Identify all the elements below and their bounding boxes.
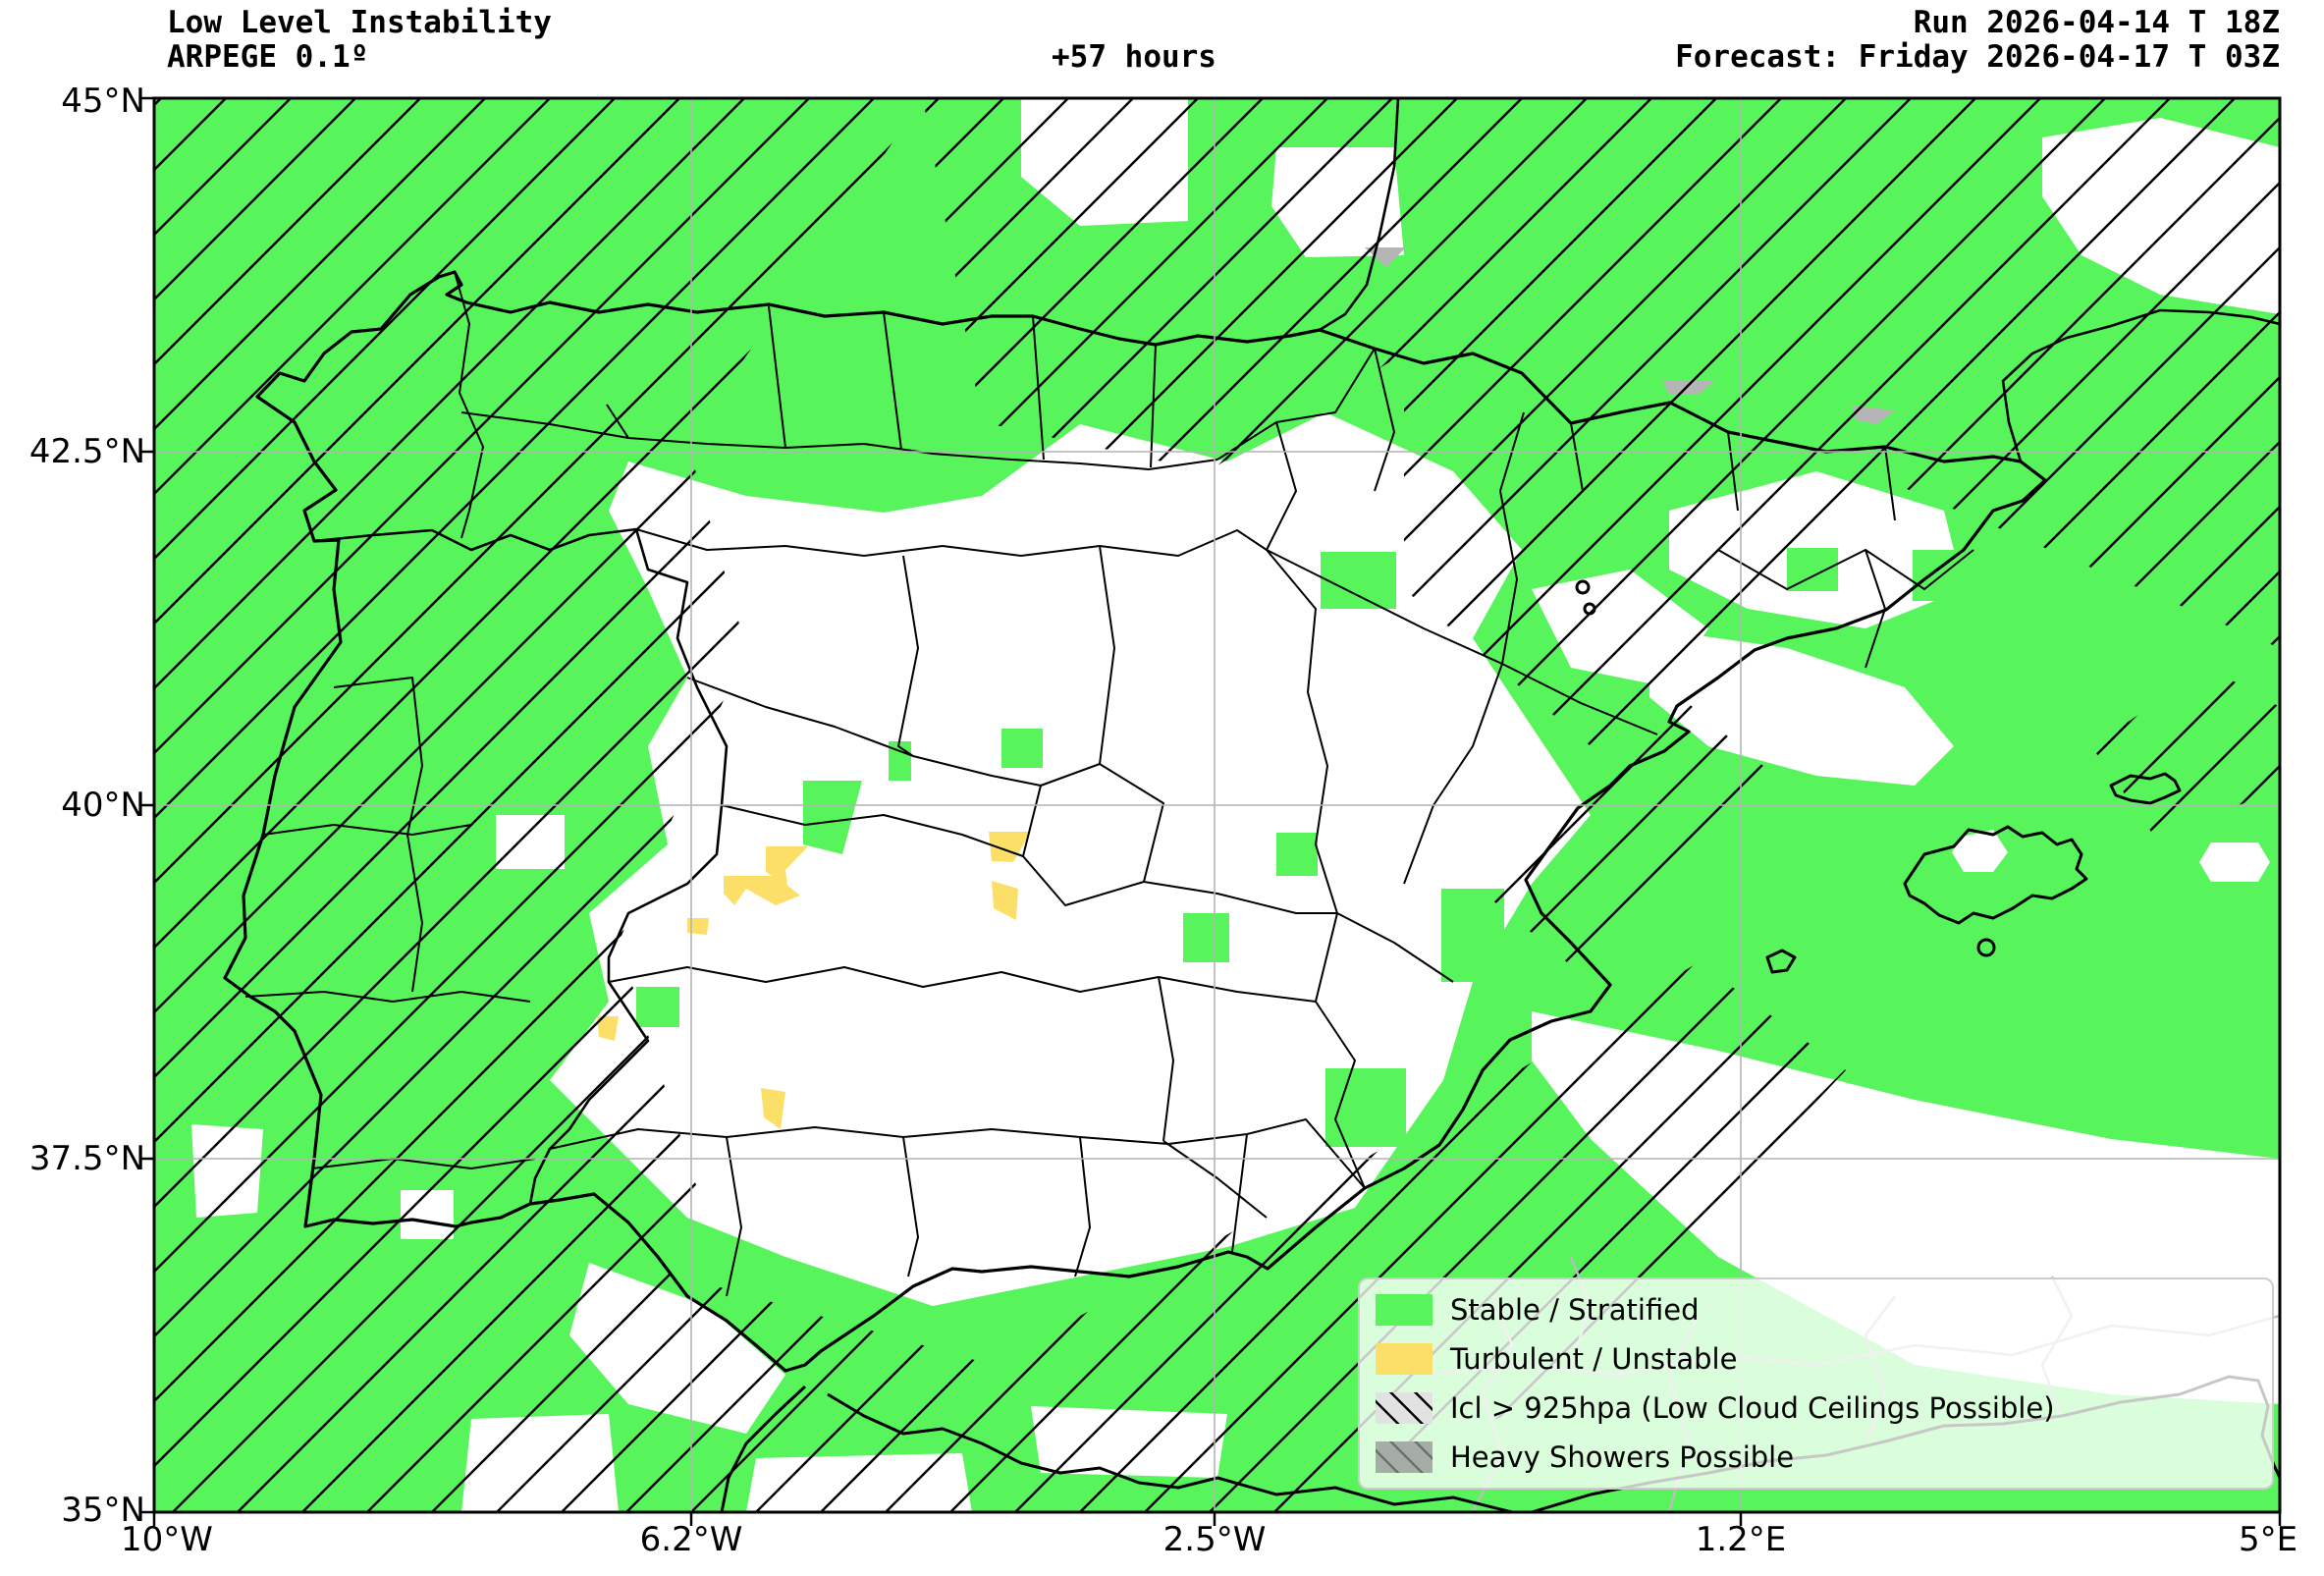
turbulent-swatch — [1376, 1343, 1432, 1375]
heavy-showers-swatch — [1376, 1441, 1432, 1473]
map-title: Low Level Instability — [167, 5, 552, 40]
legend-row-stable: Stable / Stratified — [1376, 1287, 2272, 1332]
france-borders — [1319, 98, 2280, 462]
legend-label-heavy-showers: Heavy Showers Possible — [1450, 1440, 1795, 1474]
balearic-islands — [1575, 579, 2182, 974]
lon-tick-10w: 10°W — [121, 1520, 213, 1559]
run-timestamp: Run 2026-04-14 T 18Z — [1913, 5, 2280, 40]
lat-tick-37-5n: 37.5°N — [28, 1139, 145, 1178]
lon-tick-6-2w: 6.2°W — [639, 1520, 743, 1559]
map-layers — [154, 98, 2280, 1512]
lat-tick-40n: 40°N — [61, 786, 145, 825]
legend-row-heavy-showers: Heavy Showers Possible — [1376, 1435, 2272, 1480]
lon-tick-2-5w: 2.5°W — [1162, 1520, 1267, 1559]
iberia-coastline — [223, 270, 2047, 1373]
low-cloud-hatch-swatch — [1376, 1392, 1432, 1424]
graticule — [154, 98, 2280, 1512]
lat-tick-42-5n: 42.5°N — [28, 432, 145, 471]
legend-row-low-cloud: Icl > 925hpa (Low Cloud Ceilings Possibl… — [1376, 1386, 2272, 1431]
stable-swatch — [1376, 1294, 1432, 1326]
province-boundaries — [244, 271, 1974, 1297]
lat-tick-35n: 35°N — [61, 1491, 145, 1530]
legend-row-turbulent: Turbulent / Unstable — [1376, 1336, 2272, 1382]
forecast-timestamp: Forecast: Friday 2026-04-17 T 03Z — [1675, 39, 2280, 75]
lead-time-label: +57 hours — [1052, 39, 1216, 75]
legend-label-stable: Stable / Stratified — [1450, 1293, 1700, 1327]
legend-label-turbulent: Turbulent / Unstable — [1450, 1342, 1738, 1376]
stable-patches — [636, 548, 1966, 1147]
lon-tick-5e: 5°E — [2238, 1520, 2298, 1559]
lat-tick-45n: 45°N — [61, 82, 145, 121]
legend-label-low-cloud: Icl > 925hpa (Low Cloud Ceilings Possibl… — [1450, 1391, 2055, 1425]
legend: Stable / Stratified Turbulent / Unstable… — [1358, 1277, 2274, 1490]
model-label: ARPEGE 0.1º — [167, 39, 369, 75]
lon-tick-1-2e: 1.2°E — [1695, 1520, 1787, 1559]
axis-ticks — [140, 96, 2282, 1526]
